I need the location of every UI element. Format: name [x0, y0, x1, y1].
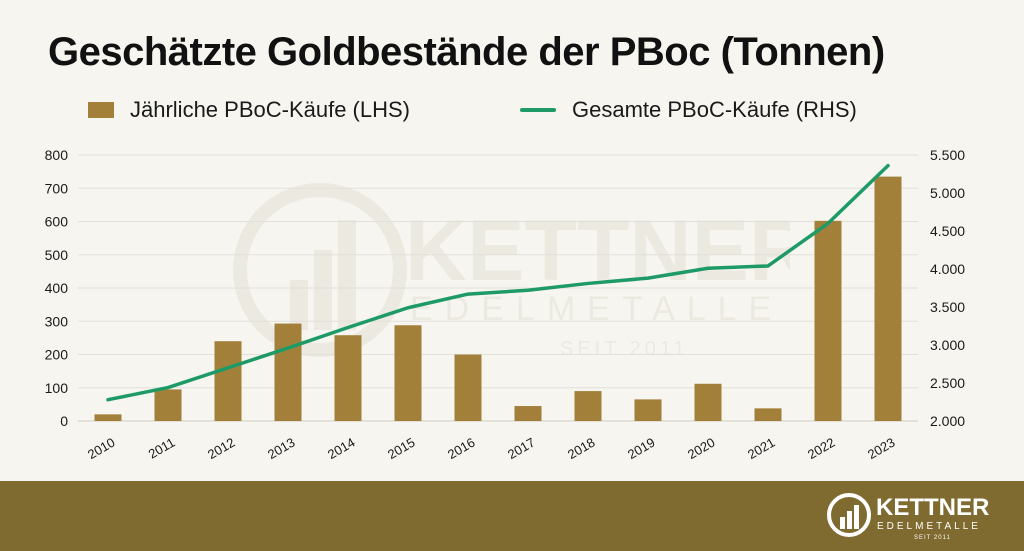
- x-tick-label: 2010: [85, 435, 118, 462]
- x-tick-label: 2018: [565, 435, 598, 462]
- right-tick-label: 3.000: [930, 337, 965, 353]
- logo-sub: EDELMETALLE: [877, 521, 981, 532]
- legend-label-total: Gesamte PBoC-Käufe (RHS): [572, 97, 857, 122]
- legend: Jährliche PBoC-Käufe (LHS) Gesamte PBoC-…: [88, 97, 967, 123]
- right-tick-label: 2.500: [930, 375, 965, 391]
- bar: [394, 325, 422, 421]
- right-tick-label: 4.000: [930, 261, 965, 277]
- right-tick-label: 5.500: [930, 147, 965, 163]
- logo-since: SEIT 2011: [914, 535, 951, 541]
- bar: [94, 414, 122, 421]
- right-tick-label: 4.500: [930, 223, 965, 239]
- x-tick-label: 2015: [385, 435, 418, 462]
- bar: [634, 399, 662, 421]
- logo-ring: [827, 493, 871, 537]
- x-tick-label: 2020: [685, 435, 718, 462]
- left-tick-label: 300: [45, 313, 69, 329]
- x-tick-label: 2013: [265, 435, 298, 462]
- x-tick-label: 2016: [445, 435, 478, 462]
- bar: [454, 354, 482, 421]
- bar: [514, 406, 542, 421]
- x-tick-label: 2012: [205, 435, 238, 462]
- bar: [814, 220, 842, 421]
- bar: [694, 383, 722, 421]
- logo-brand: KETTNER: [876, 494, 989, 521]
- chart-title: Geschätzte Goldbestände der PBoc (Tonnen…: [48, 30, 885, 74]
- left-tick-label: 600: [45, 214, 69, 230]
- legend-swatch-bar: [88, 102, 114, 118]
- right-tick-label: 5.000: [930, 185, 965, 201]
- bar: [874, 176, 902, 421]
- bar: [574, 391, 602, 421]
- bar: [274, 323, 302, 421]
- bar: [334, 335, 362, 421]
- bar: [154, 389, 182, 421]
- footer-logo: KETTNER EDELMETALLE SEIT 2011: [827, 493, 989, 541]
- left-tick-label: 200: [45, 347, 69, 363]
- x-tick-label: 2023: [865, 435, 898, 462]
- x-tick-label: 2022: [805, 435, 838, 462]
- x-tick-label: 2017: [505, 435, 538, 462]
- legend-item-annual: Jährliche PBoC-Käufe (LHS): [88, 97, 410, 123]
- x-tick-label: 2014: [325, 435, 358, 462]
- bar: [214, 341, 242, 421]
- right-tick-label: 2.000: [930, 413, 965, 429]
- x-tick-label: 2021: [745, 435, 778, 462]
- x-tick-label: 2011: [146, 435, 178, 462]
- left-tick-label: 0: [60, 413, 68, 429]
- left-tick-label: 100: [45, 380, 69, 396]
- legend-item-total: Gesamte PBoC-Käufe (RHS): [520, 97, 857, 123]
- series-line: [106, 163, 890, 402]
- right-tick-label: 3.500: [930, 299, 965, 315]
- legend-swatch-line: [520, 108, 557, 112]
- x-tick-label: 2019: [625, 435, 658, 462]
- bar: [754, 408, 782, 421]
- left-tick-label: 400: [45, 280, 69, 296]
- left-tick-label: 500: [45, 247, 69, 263]
- watermark-ring: [233, 183, 407, 357]
- left-tick-label: 800: [45, 147, 69, 163]
- legend-label-annual: Jährliche PBoC-Käufe (LHS): [130, 97, 411, 122]
- footer-band: [0, 481, 1024, 551]
- left-tick-label: 700: [45, 180, 69, 196]
